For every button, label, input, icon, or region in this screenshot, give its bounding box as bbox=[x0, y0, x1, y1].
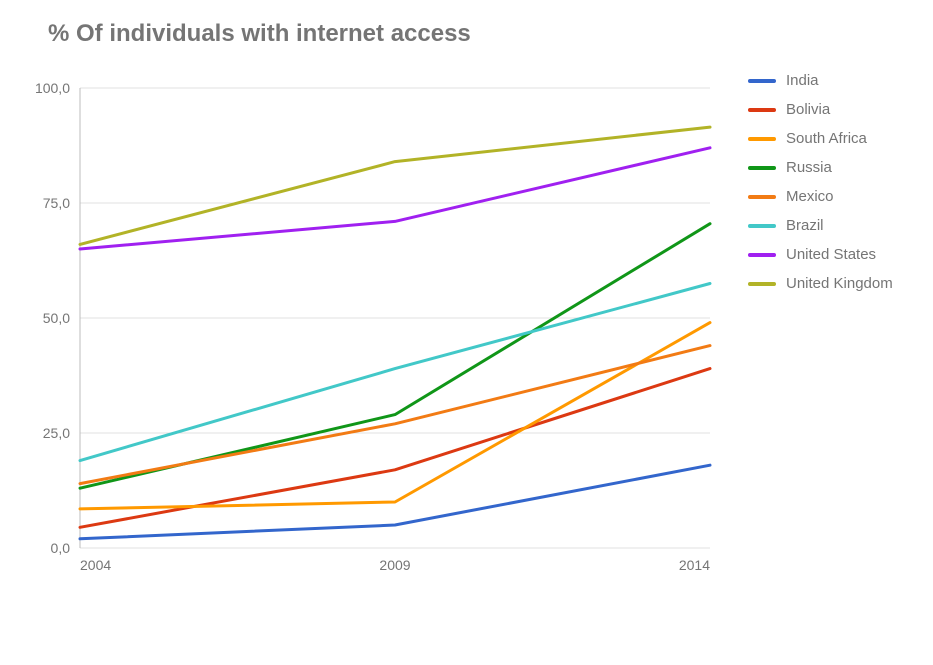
y-tick-label: 75,0 bbox=[43, 195, 70, 211]
legend-label: Russia bbox=[786, 159, 832, 176]
x-tick-label: 2009 bbox=[379, 557, 410, 573]
legend-swatch bbox=[748, 253, 776, 257]
legend-swatch bbox=[748, 166, 776, 170]
chart-title: % Of individuals with internet access bbox=[48, 20, 913, 48]
series-line bbox=[80, 127, 710, 244]
series-line bbox=[80, 224, 710, 489]
legend-swatch bbox=[748, 195, 776, 199]
legend-label: South Africa bbox=[786, 130, 867, 147]
legend-label: Mexico bbox=[786, 188, 834, 205]
legend-item: United States bbox=[748, 246, 893, 263]
legend-swatch bbox=[748, 282, 776, 286]
legend-label: Brazil bbox=[786, 217, 824, 234]
legend-swatch bbox=[748, 224, 776, 228]
legend-item: Bolivia bbox=[748, 101, 893, 118]
legend-item: South Africa bbox=[748, 130, 893, 147]
y-tick-label: 100,0 bbox=[35, 80, 70, 96]
legend-item: Russia bbox=[748, 159, 893, 176]
legend-label: Bolivia bbox=[786, 101, 830, 118]
series-line bbox=[80, 284, 710, 461]
chart-container: % Of individuals with internet access 0,… bbox=[20, 20, 913, 593]
legend: India Bolivia South Africa Russia Mexico Braz… bbox=[748, 72, 893, 304]
legend-label: United Kingdom bbox=[786, 275, 893, 292]
chart-svg: 0,0 25,0 50,0 75,0 100,0 2004 2009 2014 bbox=[20, 68, 720, 588]
chart-wrapper: 0,0 25,0 50,0 75,0 100,0 2004 2009 2014 India Bo… bbox=[20, 68, 913, 593]
legend-item: Mexico bbox=[748, 188, 893, 205]
x-tick-label: 2014 bbox=[679, 557, 710, 573]
y-tick-label: 0,0 bbox=[51, 540, 71, 556]
legend-label: India bbox=[786, 72, 819, 89]
legend-item: Brazil bbox=[748, 217, 893, 234]
y-tick-label: 50,0 bbox=[43, 310, 70, 326]
x-tick-label: 2004 bbox=[80, 557, 111, 573]
legend-label: United States bbox=[786, 246, 876, 263]
legend-item: India bbox=[748, 72, 893, 89]
legend-swatch bbox=[748, 137, 776, 141]
legend-swatch bbox=[748, 108, 776, 112]
legend-item: United Kingdom bbox=[748, 275, 893, 292]
legend-swatch bbox=[748, 79, 776, 83]
y-tick-label: 25,0 bbox=[43, 425, 70, 441]
chart-plot-area: 0,0 25,0 50,0 75,0 100,0 2004 2009 2014 bbox=[20, 68, 720, 593]
